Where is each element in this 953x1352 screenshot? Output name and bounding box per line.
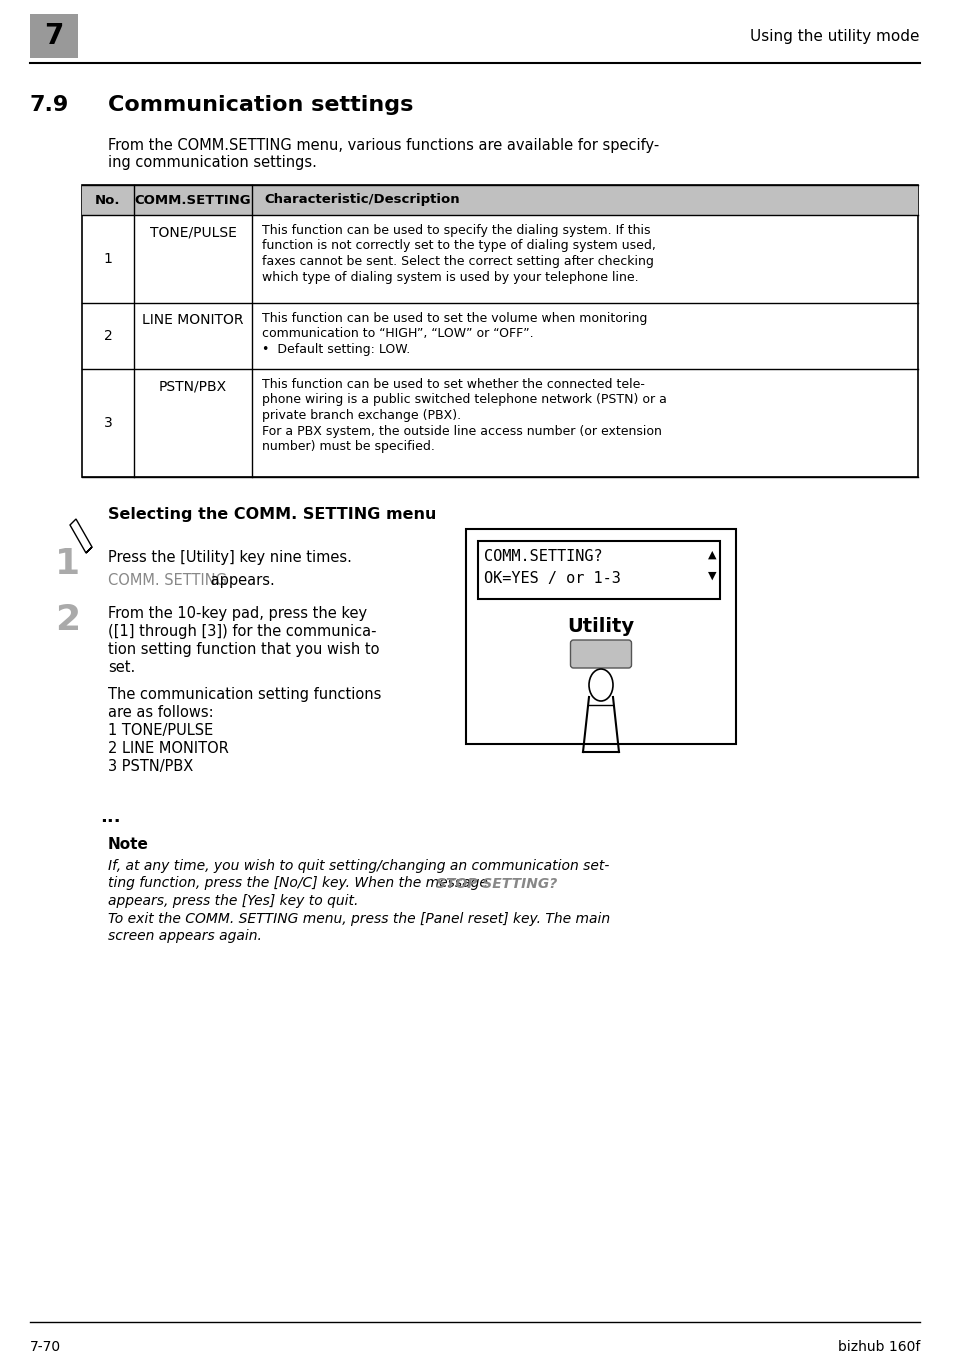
Text: No.: No. [95,193,121,207]
Bar [30,14,78,58]
Text: faxes cannot be sent. Select the correct setting after checking: faxes cannot be sent. Select the correct… [262,256,653,268]
Text: bizhub 160f: bizhub 160f [837,1340,919,1352]
Text: which type of dialing system is used by your telephone line.: which type of dialing system is used by … [262,270,638,284]
Text: Utility: Utility [567,617,634,635]
Text: STOP SETTING?: STOP SETTING? [436,876,557,891]
Text: function is not correctly set to the type of dialing system used,: function is not correctly set to the typ… [262,239,656,253]
Text: ...: ... [100,808,120,826]
Text: 7.9: 7.9 [30,95,70,115]
Text: 1 TONE/PULSE: 1 TONE/PULSE [108,723,213,738]
Text: 3: 3 [104,416,112,430]
Text: private branch exchange (PBX).: private branch exchange (PBX). [262,410,460,422]
Text: phone wiring is a public switched telephone network (PSTN) or a: phone wiring is a public switched teleph… [262,393,666,407]
Text: ing communication settings.: ing communication settings. [108,155,316,170]
Text: number) must be specified.: number) must be specified. [262,439,435,453]
Text: Selecting the COMM. SETTING menu: Selecting the COMM. SETTING menu [108,507,436,522]
Text: 2 LINE MONITOR: 2 LINE MONITOR [108,741,229,756]
Text: PSTN/PBX: PSTN/PBX [159,379,227,393]
Ellipse shape [588,669,613,700]
Text: •  Default setting: LOW.: • Default setting: LOW. [262,343,410,356]
Text: This function can be used to set the volume when monitoring: This function can be used to set the vol… [262,312,647,324]
Polygon shape [70,519,91,553]
Text: 7: 7 [44,22,64,50]
Polygon shape [86,548,91,553]
Text: For a PBX system, the outside line access number (or extension: For a PBX system, the outside line acces… [262,425,661,438]
Text: TONE/PULSE: TONE/PULSE [150,224,236,239]
Text: This function can be used to set whether the connected tele-: This function can be used to set whether… [262,379,644,391]
Bar [82,185,917,215]
Text: If, at any time, you wish to quit setting/changing an communication set-: If, at any time, you wish to quit settin… [108,859,609,873]
Text: are as follows:: are as follows: [108,704,213,721]
Text: OK=YES / or 1-3: OK=YES / or 1-3 [483,571,620,585]
Text: Press the [Utility] key nine times.: Press the [Utility] key nine times. [108,550,352,565]
Text: communication to “HIGH”, “LOW” or “OFF”.: communication to “HIGH”, “LOW” or “OFF”. [262,327,533,341]
Text: ting function, press the [No/C] key. When the message: ting function, press the [No/C] key. Whe… [108,876,487,891]
FancyBboxPatch shape [570,639,631,668]
Text: The communication setting functions: The communication setting functions [108,687,381,702]
Text: Note: Note [108,837,149,852]
Text: ▼: ▼ [707,571,716,581]
Text: Characteristic/Description: Characteristic/Description [264,193,459,207]
Text: To exit the COMM. SETTING menu, press the [Panel reset] key. The main: To exit the COMM. SETTING menu, press th… [108,911,610,926]
Bar [82,185,917,477]
Text: LINE MONITOR: LINE MONITOR [142,314,244,327]
Text: 1: 1 [104,251,112,266]
Text: tion setting function that you wish to: tion setting function that you wish to [108,642,379,657]
Bar [465,529,735,744]
Text: appears, press the [Yes] key to quit.: appears, press the [Yes] key to quit. [108,894,358,909]
Text: appears.: appears. [206,573,274,588]
Text: Using the utility mode: Using the utility mode [750,28,919,43]
Text: COMM.SETTING: COMM.SETTING [134,193,251,207]
Text: ([1] through [3]) for the communica-: ([1] through [3]) for the communica- [108,625,376,639]
Text: 7-70: 7-70 [30,1340,61,1352]
Bar [477,541,720,599]
Text: screen appears again.: screen appears again. [108,929,262,942]
Text: COMM.SETTING?: COMM.SETTING? [483,549,602,564]
Text: COMM. SETTING: COMM. SETTING [108,573,227,588]
Text: From the COMM.SETTING menu, various functions are available for specify-: From the COMM.SETTING menu, various func… [108,138,659,153]
Text: ▲: ▲ [707,550,716,560]
Text: 2: 2 [104,329,112,343]
Text: From the 10-key pad, press the key: From the 10-key pad, press the key [108,606,367,621]
Text: 2: 2 [55,603,80,637]
Text: Communication settings: Communication settings [108,95,413,115]
Text: 1: 1 [55,548,80,581]
Text: 3 PSTN/PBX: 3 PSTN/PBX [108,758,193,773]
Text: set.: set. [108,660,135,675]
Text: This function can be used to specify the dialing system. If this: This function can be used to specify the… [262,224,650,237]
